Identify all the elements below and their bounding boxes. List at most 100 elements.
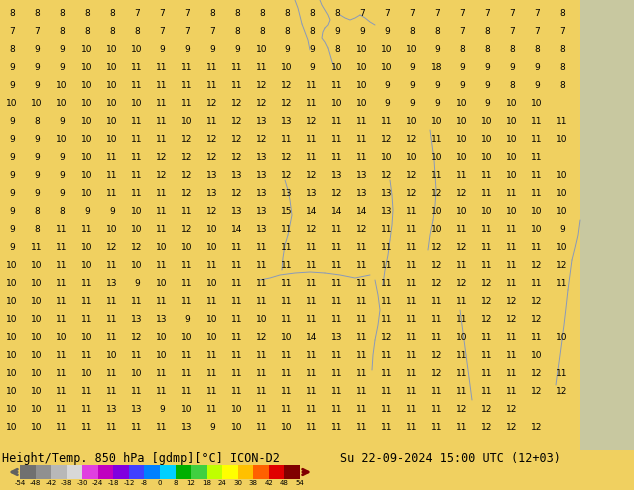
Text: 8: 8 <box>34 225 40 234</box>
Text: 10: 10 <box>556 207 568 216</box>
Text: 11: 11 <box>156 99 168 108</box>
Text: 10: 10 <box>481 153 493 162</box>
Text: 11: 11 <box>381 315 392 324</box>
Text: 11: 11 <box>256 423 268 432</box>
Text: 10: 10 <box>131 369 143 378</box>
Text: 9: 9 <box>34 153 40 162</box>
Text: 10: 10 <box>556 333 568 342</box>
Text: 8: 8 <box>309 9 315 18</box>
Text: 10: 10 <box>181 333 193 342</box>
Text: 8: 8 <box>334 45 340 54</box>
Text: 11: 11 <box>481 351 493 360</box>
Text: 12: 12 <box>481 279 493 288</box>
Text: 10: 10 <box>81 99 93 108</box>
Text: 12: 12 <box>256 333 268 342</box>
Text: 11: 11 <box>381 225 392 234</box>
Text: 11: 11 <box>81 405 93 414</box>
Text: 11: 11 <box>331 351 343 360</box>
Text: 11: 11 <box>206 81 217 90</box>
Text: 9: 9 <box>384 27 390 36</box>
Text: 11: 11 <box>531 333 543 342</box>
Text: 12: 12 <box>186 480 195 486</box>
Text: 12: 12 <box>431 279 443 288</box>
Text: 11: 11 <box>356 297 368 306</box>
Text: 9: 9 <box>34 135 40 144</box>
Text: 11: 11 <box>456 315 468 324</box>
Text: 10: 10 <box>81 189 93 198</box>
Text: 11: 11 <box>406 315 418 324</box>
Text: 11: 11 <box>431 405 443 414</box>
Text: 11: 11 <box>181 207 193 216</box>
Text: 7: 7 <box>434 9 440 18</box>
Text: 10: 10 <box>231 423 243 432</box>
Text: 11: 11 <box>256 261 268 270</box>
Text: 11: 11 <box>256 63 268 72</box>
Text: 11: 11 <box>381 405 392 414</box>
Text: 12: 12 <box>306 117 318 126</box>
Text: 11: 11 <box>331 279 343 288</box>
Text: 11: 11 <box>381 297 392 306</box>
Text: 12: 12 <box>231 117 243 126</box>
Text: 11: 11 <box>331 261 343 270</box>
Text: 11: 11 <box>331 81 343 90</box>
Text: 7: 7 <box>459 9 465 18</box>
Text: 11: 11 <box>231 63 243 72</box>
Text: 11: 11 <box>406 279 418 288</box>
Text: 12: 12 <box>181 153 193 162</box>
Text: 11: 11 <box>256 369 268 378</box>
Bar <box>160 465 176 479</box>
Text: 11: 11 <box>481 387 493 396</box>
Text: 12: 12 <box>507 297 518 306</box>
Text: 12: 12 <box>256 135 268 144</box>
Text: 12: 12 <box>181 225 193 234</box>
Text: 10: 10 <box>507 207 518 216</box>
Text: 48: 48 <box>280 480 289 486</box>
Text: 7: 7 <box>484 9 490 18</box>
Text: 9: 9 <box>409 81 415 90</box>
Text: 12: 12 <box>256 81 268 90</box>
Text: 7: 7 <box>459 27 465 36</box>
Text: 12: 12 <box>231 135 243 144</box>
Text: 8: 8 <box>484 27 490 36</box>
Text: 12: 12 <box>356 225 368 234</box>
Text: 11: 11 <box>107 171 118 180</box>
Bar <box>67 465 82 479</box>
Text: 10: 10 <box>31 333 42 342</box>
Text: 8: 8 <box>34 9 40 18</box>
Bar <box>51 465 67 479</box>
Bar <box>580 0 634 450</box>
Text: 10: 10 <box>6 405 18 414</box>
Text: 11: 11 <box>107 261 118 270</box>
Text: 10: 10 <box>107 81 118 90</box>
Text: 11: 11 <box>206 117 217 126</box>
Text: 10: 10 <box>81 333 93 342</box>
Text: 11: 11 <box>556 369 568 378</box>
Text: 12: 12 <box>281 153 293 162</box>
Text: 12: 12 <box>481 405 493 414</box>
Text: 9: 9 <box>34 171 40 180</box>
Text: 13: 13 <box>206 171 217 180</box>
Text: 12: 12 <box>556 387 567 396</box>
Text: 9: 9 <box>309 45 315 54</box>
Text: 12: 12 <box>531 387 543 396</box>
Text: 12: 12 <box>281 81 293 90</box>
Text: 11: 11 <box>356 369 368 378</box>
Text: 12: 12 <box>181 135 193 144</box>
Text: 9: 9 <box>109 207 115 216</box>
Text: 12: 12 <box>381 333 392 342</box>
Text: 11: 11 <box>507 387 518 396</box>
Text: 9: 9 <box>434 45 440 54</box>
Text: 11: 11 <box>306 279 318 288</box>
Text: 14: 14 <box>306 333 318 342</box>
Text: 10: 10 <box>481 135 493 144</box>
Text: 14: 14 <box>306 207 318 216</box>
Text: 10: 10 <box>406 153 418 162</box>
Text: 11: 11 <box>531 243 543 252</box>
Text: 11: 11 <box>231 333 243 342</box>
Text: 10: 10 <box>6 297 18 306</box>
Text: 11: 11 <box>256 351 268 360</box>
Text: 10: 10 <box>256 45 268 54</box>
Text: 11: 11 <box>406 261 418 270</box>
Text: 10: 10 <box>56 333 68 342</box>
Text: 10: 10 <box>56 99 68 108</box>
